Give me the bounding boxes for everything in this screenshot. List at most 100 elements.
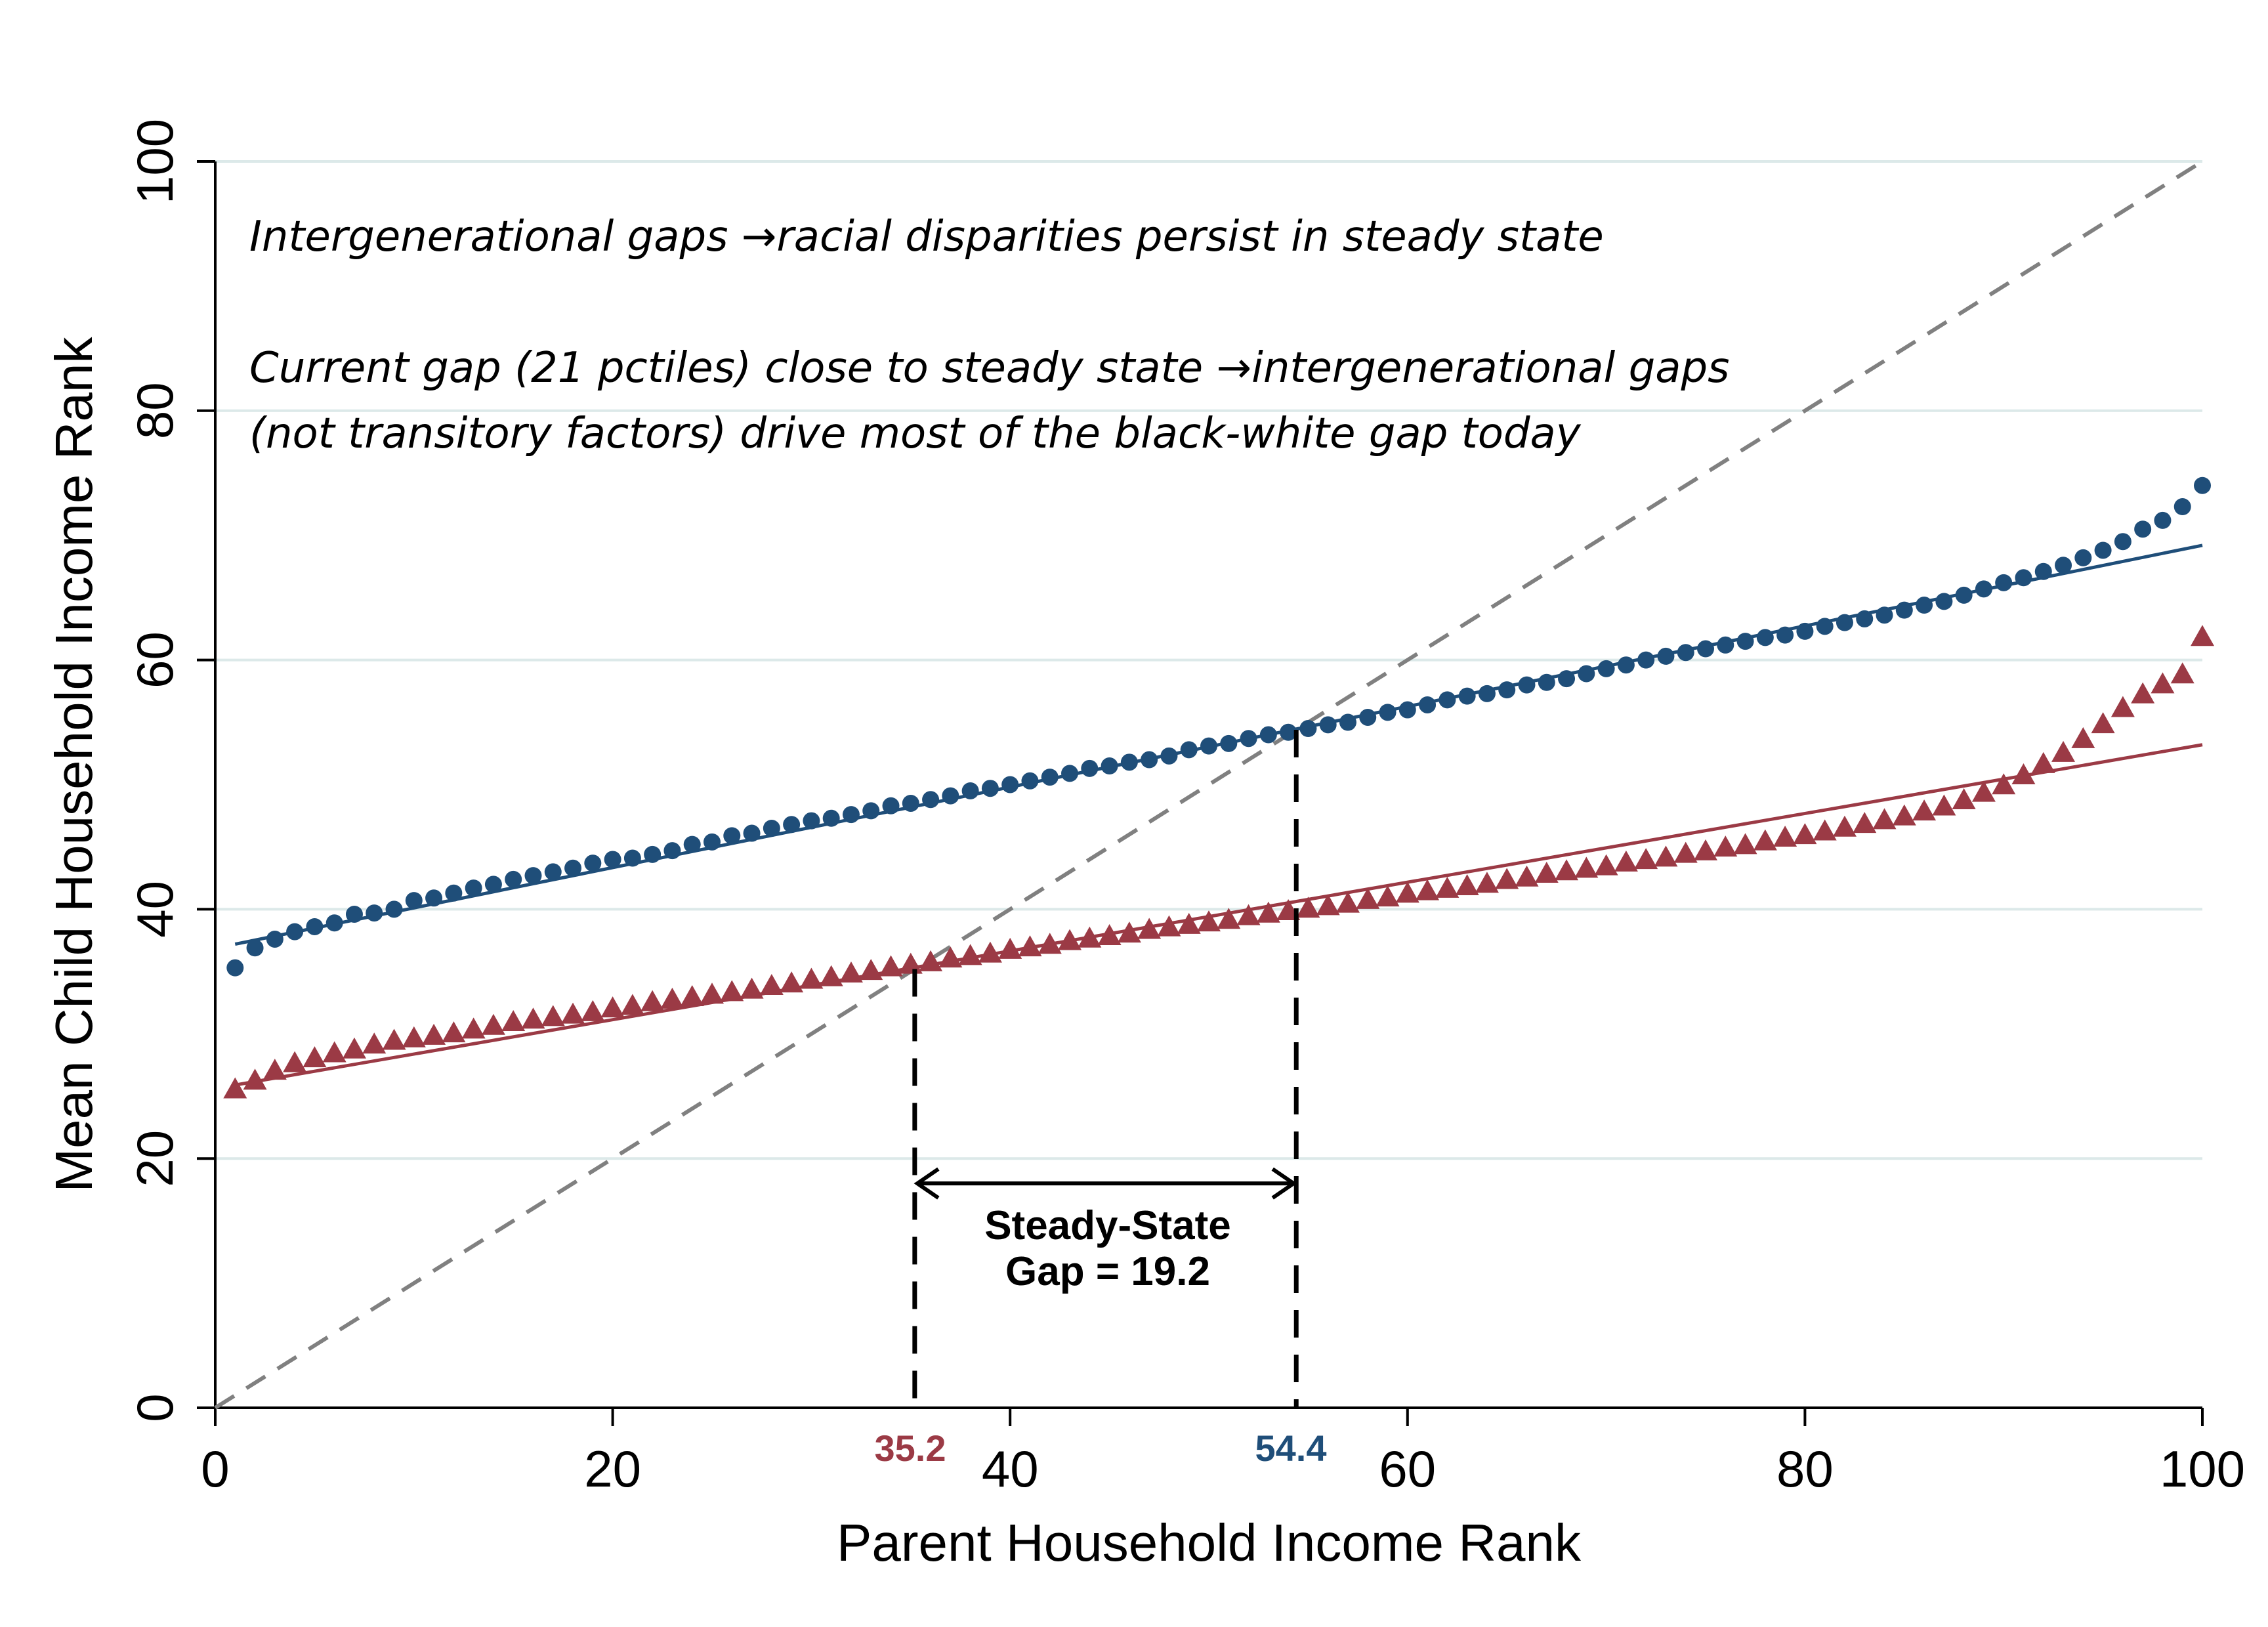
point-black-34 bbox=[879, 955, 903, 977]
point-black-18 bbox=[561, 1002, 585, 1024]
y-axis-title: Mean Child Household Income Rank bbox=[45, 337, 103, 1193]
point-black-32 bbox=[839, 961, 863, 983]
x-tick-label-0: 0 bbox=[201, 1440, 229, 1498]
point-black-91 bbox=[2011, 763, 2036, 785]
fit-line-white bbox=[234, 543, 2203, 946]
point-white-23 bbox=[663, 842, 681, 860]
point-white-51 bbox=[1220, 734, 1238, 752]
point-black-10 bbox=[402, 1026, 426, 1047]
point-black-77 bbox=[1733, 833, 1757, 855]
point-black-26 bbox=[720, 980, 744, 1002]
point-white-70 bbox=[1597, 660, 1615, 677]
point-white-97 bbox=[2134, 520, 2152, 538]
point-black-84 bbox=[1872, 808, 1897, 830]
point-black-51 bbox=[1217, 908, 1241, 929]
point-black-43 bbox=[1058, 929, 1082, 950]
point-black-39 bbox=[978, 941, 1002, 963]
x-tick-label-60: 60 bbox=[1379, 1440, 1436, 1498]
point-black-86 bbox=[1912, 799, 1937, 821]
steady-state-white-label: 54.4 bbox=[1255, 1427, 1327, 1469]
point-black-7 bbox=[342, 1037, 366, 1059]
point-black-59 bbox=[1376, 885, 1400, 907]
point-white-39 bbox=[981, 780, 999, 797]
point-black-99 bbox=[2170, 662, 2194, 684]
point-black-81 bbox=[1813, 819, 1837, 841]
point-black-100 bbox=[2191, 625, 2214, 646]
point-white-24 bbox=[683, 835, 701, 853]
point-white-2 bbox=[246, 939, 264, 957]
point-black-45 bbox=[1097, 923, 1122, 945]
point-black-42 bbox=[1038, 933, 1062, 954]
point-black-88 bbox=[1952, 788, 1976, 809]
point-white-36 bbox=[922, 791, 940, 809]
point-white-13 bbox=[465, 879, 482, 897]
point-white-19 bbox=[584, 855, 602, 872]
point-black-78 bbox=[1753, 829, 1777, 851]
point-white-90 bbox=[1995, 574, 2013, 591]
point-white-94 bbox=[2074, 549, 2092, 566]
point-white-25 bbox=[704, 833, 721, 851]
point-black-22 bbox=[640, 990, 665, 1011]
note-line-2: Current gap (21 pctiles) close to steady… bbox=[249, 344, 1729, 392]
point-white-79 bbox=[1776, 626, 1794, 644]
point-white-89 bbox=[1975, 580, 1992, 598]
point-black-94 bbox=[2071, 727, 2095, 748]
point-white-11 bbox=[425, 889, 443, 907]
point-white-93 bbox=[2055, 557, 2072, 574]
point-black-79 bbox=[1773, 825, 1797, 847]
point-black-73 bbox=[1654, 845, 1678, 867]
point-black-57 bbox=[1335, 891, 1360, 913]
point-white-98 bbox=[2154, 511, 2172, 529]
note-line-3: (not transitory factors) drive most of t… bbox=[249, 410, 1582, 458]
point-black-36 bbox=[919, 950, 943, 971]
point-white-76 bbox=[1717, 636, 1734, 654]
point-white-53 bbox=[1259, 726, 1277, 744]
point-black-50 bbox=[1197, 910, 1221, 932]
point-black-14 bbox=[481, 1013, 505, 1035]
point-black-92 bbox=[2031, 751, 2055, 773]
point-white-72 bbox=[1637, 651, 1655, 669]
point-black-33 bbox=[859, 959, 883, 981]
point-white-65 bbox=[1498, 681, 1516, 699]
point-white-16 bbox=[524, 867, 542, 885]
point-white-29 bbox=[783, 816, 801, 834]
point-black-21 bbox=[620, 994, 644, 1015]
point-black-65 bbox=[1495, 868, 1519, 889]
point-white-63 bbox=[1458, 687, 1476, 705]
point-black-3 bbox=[262, 1059, 287, 1080]
point-black-27 bbox=[740, 977, 764, 999]
point-black-15 bbox=[501, 1010, 526, 1032]
point-black-9 bbox=[382, 1028, 406, 1050]
point-black-20 bbox=[600, 996, 625, 1018]
point-white-77 bbox=[1736, 633, 1754, 650]
point-black-98 bbox=[2151, 672, 2175, 694]
point-white-56 bbox=[1319, 716, 1337, 734]
point-white-3 bbox=[266, 930, 284, 948]
point-white-42 bbox=[1041, 769, 1059, 786]
point-white-43 bbox=[1061, 765, 1079, 782]
point-white-87 bbox=[1935, 593, 1953, 610]
point-black-63 bbox=[1455, 874, 1479, 896]
point-white-37 bbox=[942, 787, 959, 805]
point-black-11 bbox=[422, 1023, 446, 1045]
point-white-40 bbox=[1001, 776, 1019, 793]
x-tick-label-80: 80 bbox=[1776, 1440, 1834, 1498]
point-black-1 bbox=[223, 1077, 247, 1099]
point-black-87 bbox=[1932, 794, 1956, 816]
point-black-61 bbox=[1416, 879, 1440, 900]
point-black-31 bbox=[819, 965, 843, 986]
point-white-48 bbox=[1160, 747, 1178, 765]
gap-label-line-2: Gap = 19.2 bbox=[1005, 1249, 1210, 1294]
fit-line-black bbox=[234, 743, 2203, 1087]
point-white-28 bbox=[763, 819, 780, 837]
fit-lines bbox=[234, 543, 2203, 1087]
steady-state-markers bbox=[912, 729, 1299, 1408]
point-white-38 bbox=[961, 782, 979, 799]
point-white-49 bbox=[1180, 741, 1198, 759]
point-white-74 bbox=[1677, 644, 1694, 662]
point-white-88 bbox=[1955, 586, 1973, 604]
point-black-30 bbox=[799, 967, 824, 989]
point-white-68 bbox=[1558, 670, 1576, 688]
point-black-55 bbox=[1296, 897, 1320, 918]
